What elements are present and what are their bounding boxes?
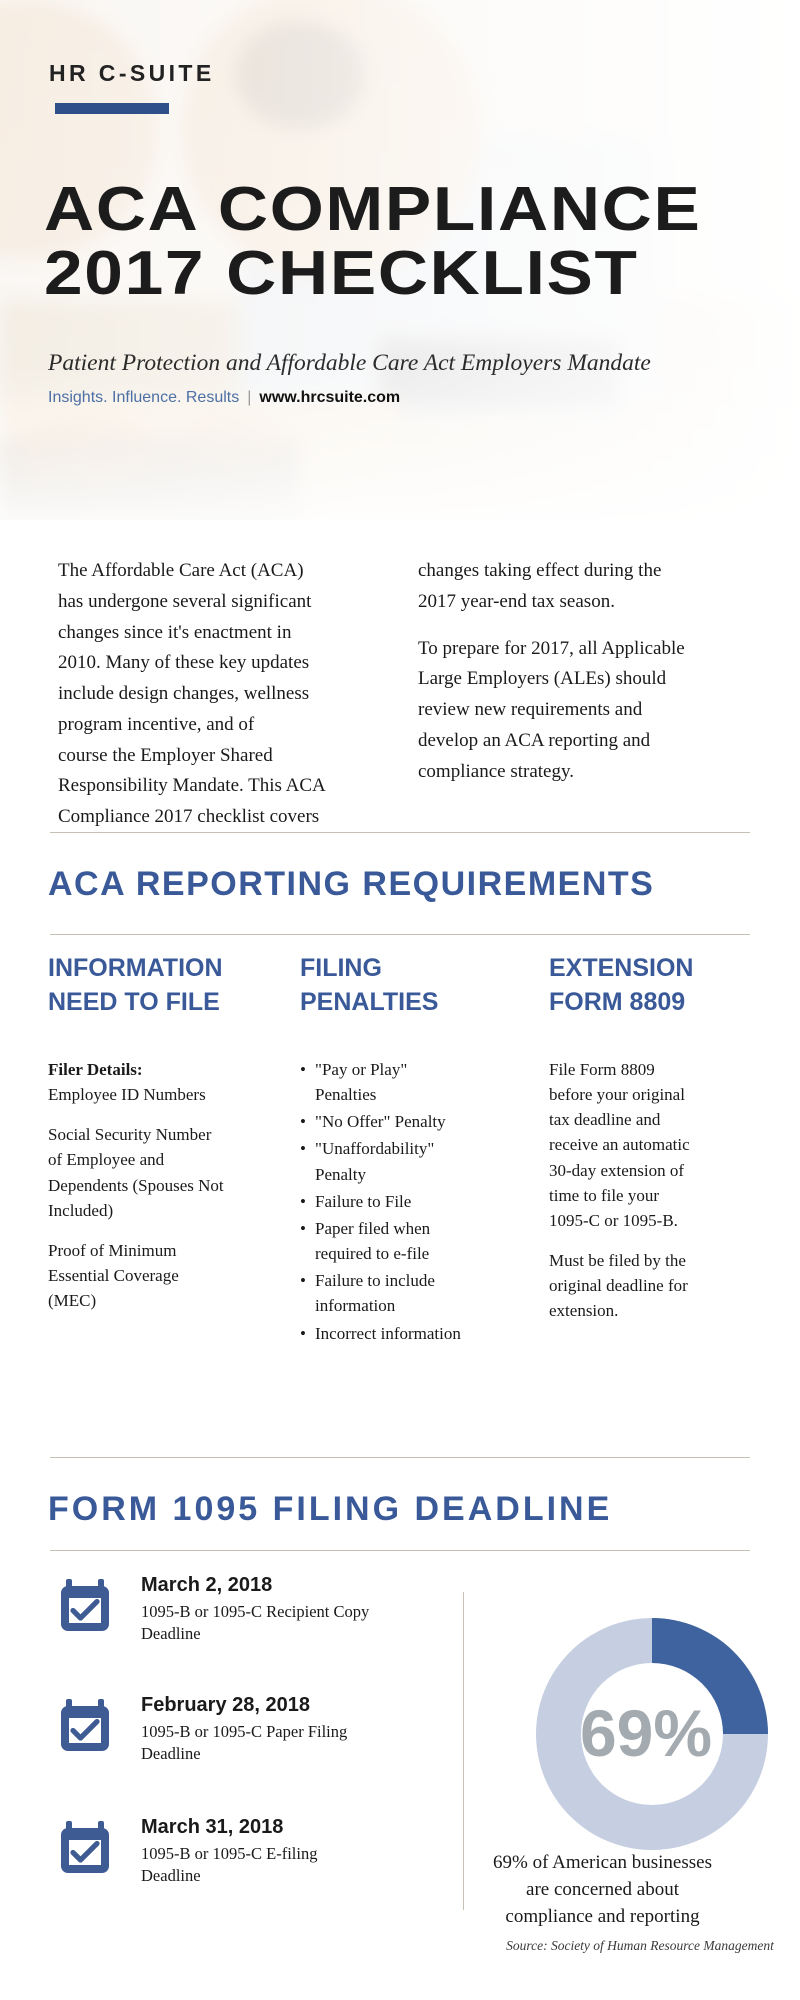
svg-text:69%: 69% bbox=[579, 1696, 711, 1770]
